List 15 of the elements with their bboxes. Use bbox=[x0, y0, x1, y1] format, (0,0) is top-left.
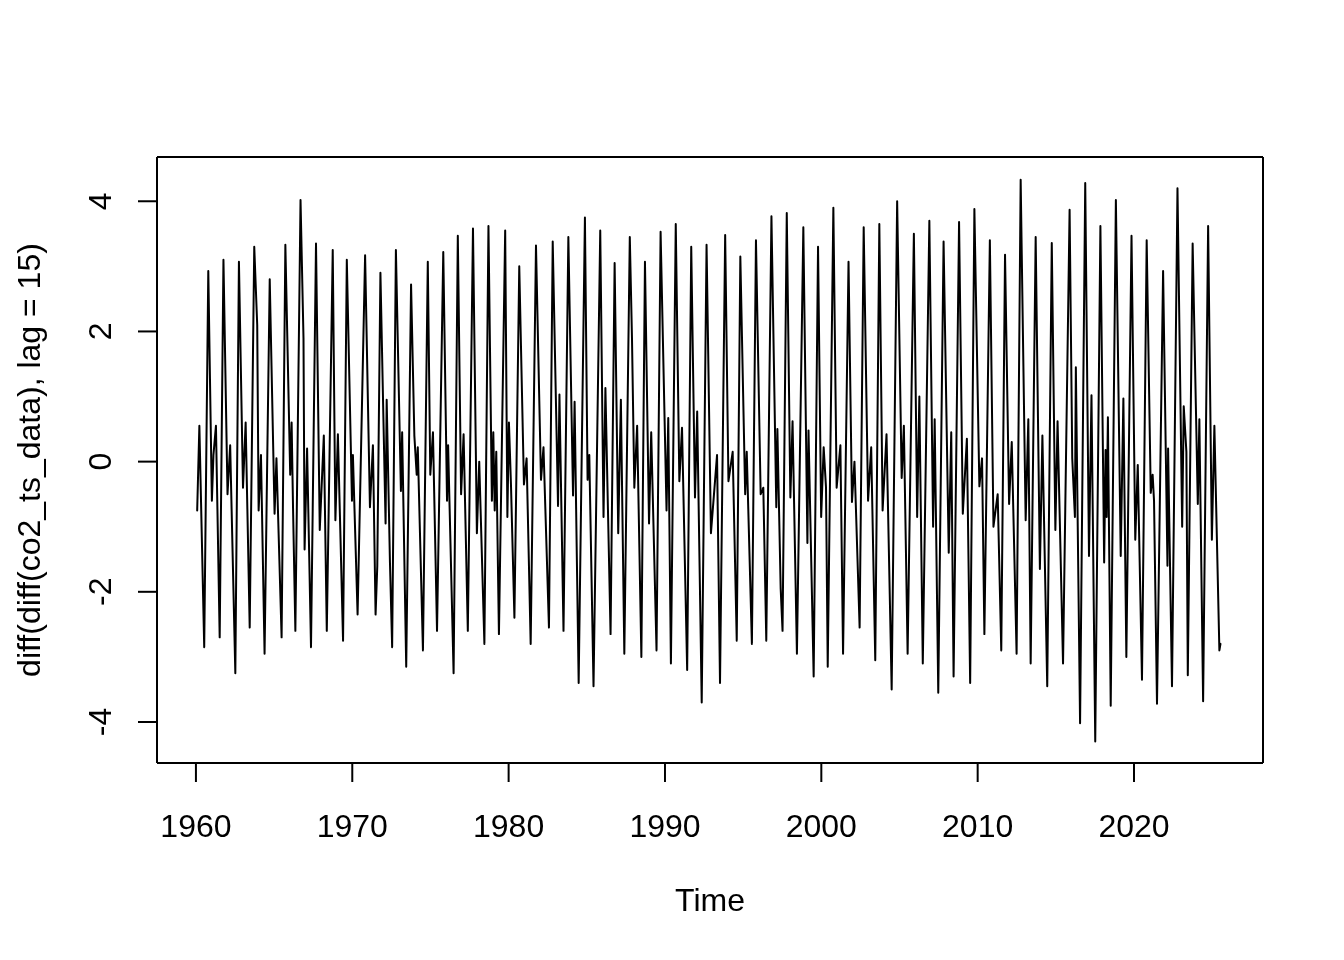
y-tick-label: 4 bbox=[82, 192, 118, 211]
y-tick-label: 0 bbox=[82, 452, 118, 471]
x-tick-label: 2000 bbox=[785, 807, 857, 844]
x-axis-title: Time bbox=[675, 882, 745, 918]
x-tick-label: 1960 bbox=[160, 807, 232, 844]
y-tick-label: -2 bbox=[82, 577, 118, 607]
x-tick-label: 2020 bbox=[1098, 807, 1170, 844]
y-tick-label: -4 bbox=[82, 707, 118, 737]
x-tick-label: 1970 bbox=[316, 807, 388, 844]
y-tick-label: 2 bbox=[82, 322, 118, 341]
x-tick-label: 1990 bbox=[629, 807, 701, 844]
line-series bbox=[196, 178, 1222, 743]
y-axis-title: diff(diff(co2_ts_data), lag = 15) bbox=[11, 243, 47, 677]
x-tick-label: 1980 bbox=[473, 807, 545, 844]
x-tick-label: 2010 bbox=[942, 807, 1014, 844]
